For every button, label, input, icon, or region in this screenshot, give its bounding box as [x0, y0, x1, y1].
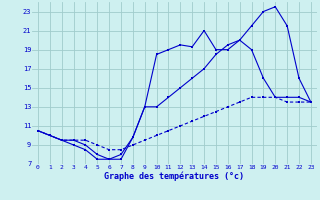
X-axis label: Graphe des températures (°c): Graphe des températures (°c) — [104, 172, 244, 181]
